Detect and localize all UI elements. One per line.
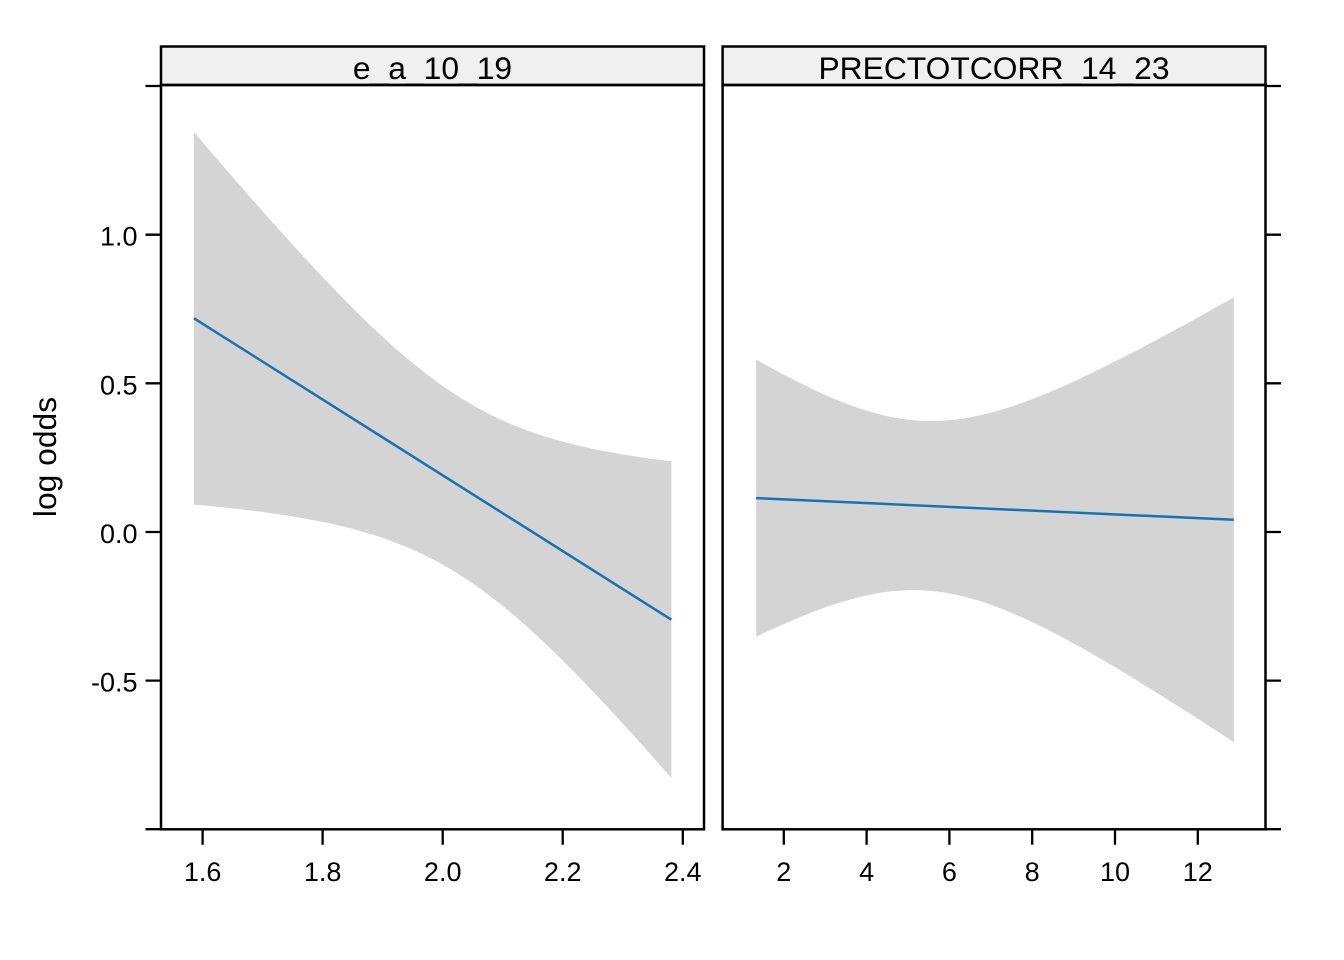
- svg-text:0.0: 0.0: [100, 519, 138, 549]
- svg-text:8: 8: [1025, 857, 1040, 887]
- svg-text:1.6: 1.6: [184, 857, 222, 887]
- svg-text:4: 4: [859, 857, 874, 887]
- svg-text:1.0: 1.0: [100, 222, 138, 252]
- svg-text:1.8: 1.8: [304, 857, 342, 887]
- svg-text:-0.5: -0.5: [91, 668, 138, 698]
- svg-text:2.2: 2.2: [544, 857, 582, 887]
- svg-text:e_a_10_19: e_a_10_19: [353, 50, 512, 86]
- svg-text:12: 12: [1183, 857, 1213, 887]
- svg-text:log odds: log odds: [27, 397, 63, 517]
- svg-text:0.5: 0.5: [100, 370, 138, 400]
- svg-text:10: 10: [1100, 857, 1130, 887]
- svg-text:2.0: 2.0: [424, 857, 462, 887]
- svg-text:2.4: 2.4: [664, 857, 702, 887]
- svg-text:2: 2: [776, 857, 791, 887]
- svg-text:PRECTOTCORR_14_23: PRECTOTCORR_14_23: [818, 50, 1169, 86]
- svg-text:6: 6: [942, 857, 957, 887]
